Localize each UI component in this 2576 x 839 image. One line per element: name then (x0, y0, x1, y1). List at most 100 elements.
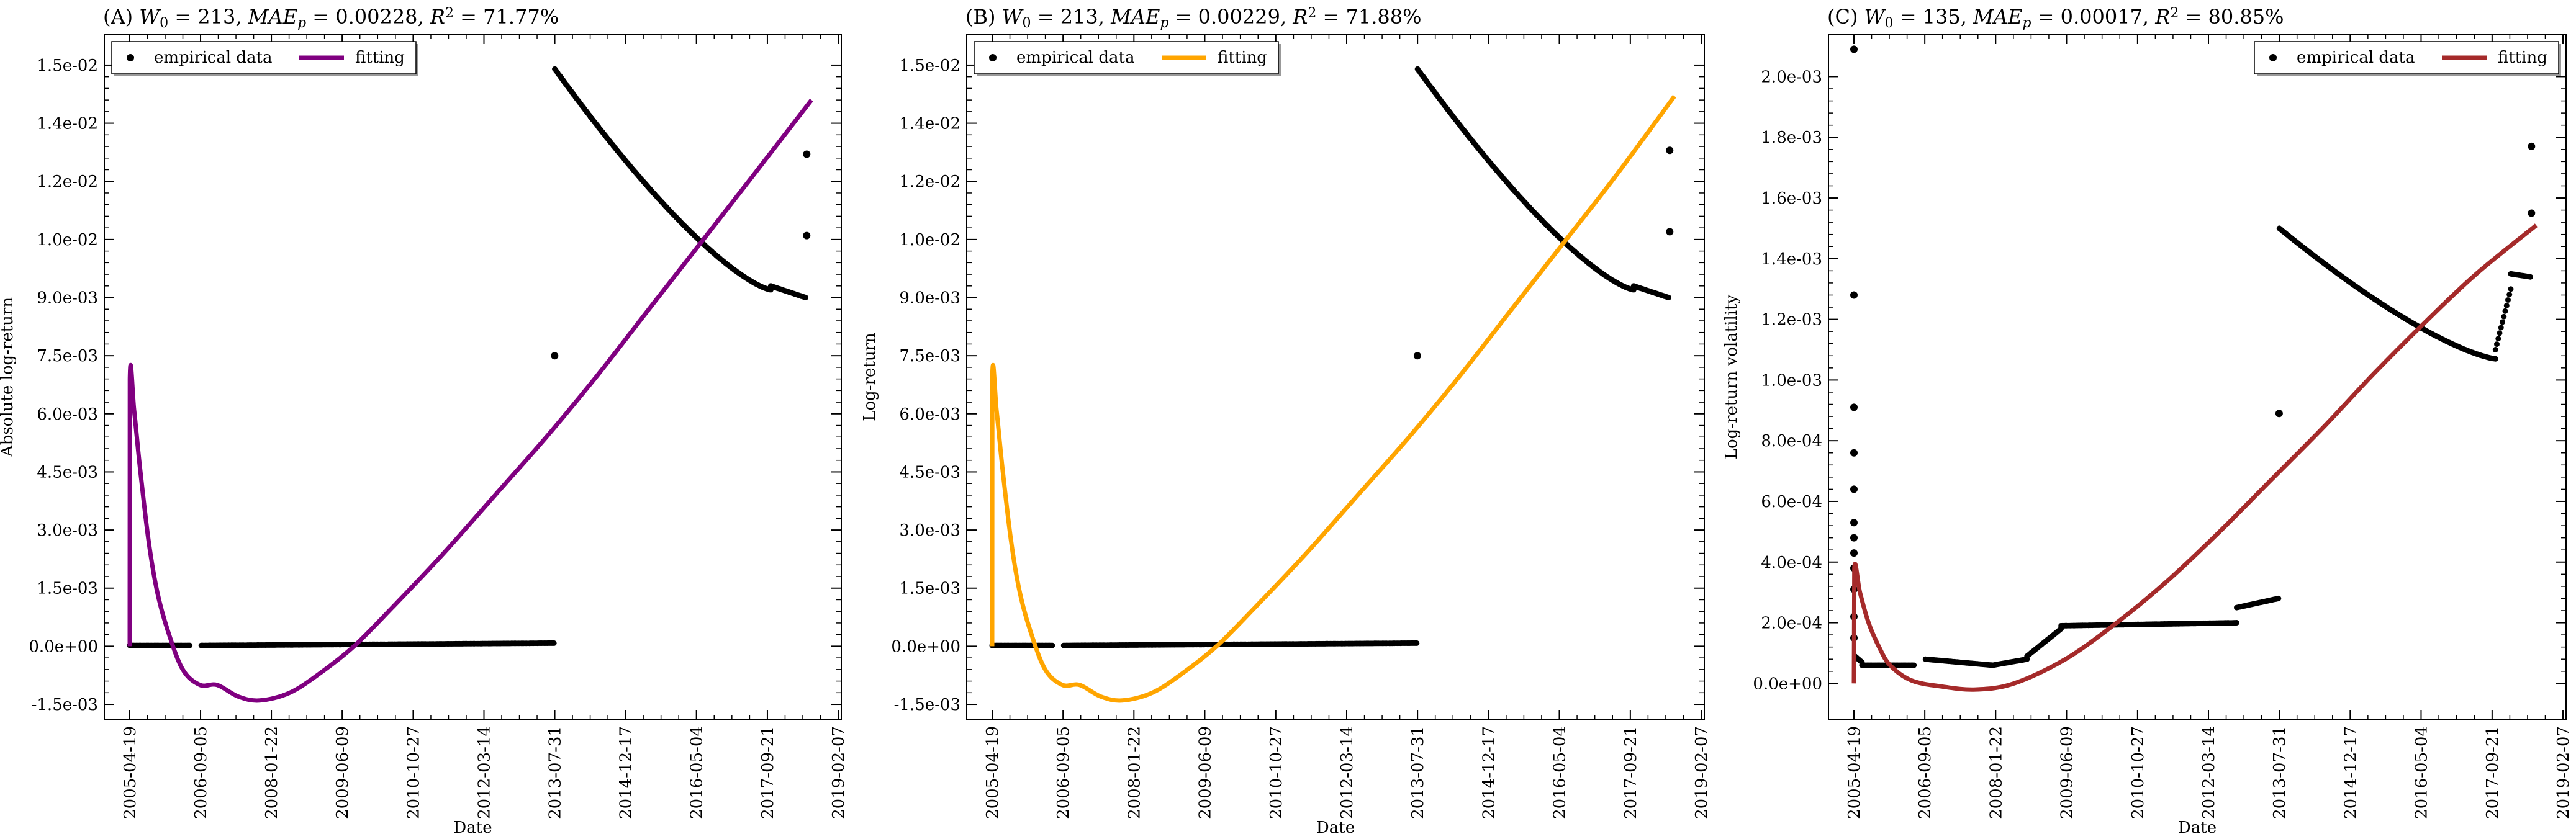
empirical-point (2492, 347, 2498, 352)
y-tick-label: 2.0e-03 (1761, 68, 1822, 86)
legend-label-fitting: fitting (1218, 48, 1267, 67)
y-tick-label: 8.0e-04 (1761, 432, 1822, 451)
x-axis-label: Date (2178, 819, 2217, 837)
y-tick-label: 2.0e-04 (1761, 614, 1822, 633)
empirical-point (2503, 302, 2510, 308)
y-tick-label: 4.5e-03 (37, 463, 98, 482)
empirical-point (2494, 341, 2500, 348)
legend-box (974, 41, 1279, 74)
x-tick-label: 2008-01-22 (1987, 726, 2005, 819)
empirical-series (127, 66, 811, 648)
x-tick-label: 2009-06-09 (333, 726, 352, 819)
y-tick-label: 1.6e-03 (1761, 189, 1822, 208)
y-tick-label: 1.4e-03 (1761, 250, 1822, 269)
x-tick-label: 2016-05-04 (688, 726, 707, 819)
x-tick-label: 2005-04-19 (121, 726, 140, 819)
empirical-point (187, 642, 193, 648)
y-tick-label: -1.5e-03 (32, 696, 98, 714)
empirical-point (803, 231, 811, 240)
legend-marker-empirical (989, 54, 997, 61)
empirical-point (551, 352, 559, 360)
x-tick-label: 2019-02-07 (2554, 726, 2573, 819)
x-tick-label: 2013-07-31 (546, 726, 565, 819)
x-tick-label: 2012-03-14 (2200, 726, 2218, 819)
y-tick-label: 1.0e-02 (37, 231, 98, 249)
empirical-point (1850, 291, 1858, 299)
y-tick-label: 1.0e-02 (899, 231, 960, 249)
x-axis-label: Date (1316, 819, 1355, 837)
empirical-point (2528, 142, 2536, 150)
y-tick-label: 1.5e-03 (37, 580, 98, 598)
empirical-point (1414, 640, 1420, 646)
empirical-series (1850, 45, 2536, 668)
x-tick-label: 2008-01-22 (263, 726, 281, 819)
x-tick-label: 2006-09-05 (192, 726, 210, 819)
y-tick-label: 1.4e-02 (37, 115, 98, 133)
y-tick-label: 6.0e-03 (899, 405, 960, 424)
legend-marker-empirical (127, 54, 134, 61)
y-tick-label: 1.4e-02 (899, 115, 960, 133)
empirical-point (1850, 403, 1858, 411)
empirical-point (1850, 519, 1858, 527)
legend-label-empirical: empirical data (154, 48, 272, 67)
x-tick-label: 2009-06-09 (1196, 726, 1214, 819)
chart-panel-0: (A) W0 = 213, MAEp = 0.00228, R2 = 71.77… (0, 5, 848, 837)
legend-label-fitting: fitting (2498, 48, 2547, 67)
x-tick-label: 2014-12-17 (617, 726, 636, 819)
empirical-point (551, 640, 557, 646)
empirical-point (2498, 325, 2504, 331)
empirical-point (1413, 352, 1421, 360)
empirical-point (2502, 308, 2508, 314)
x-tick-label: 2010-10-27 (404, 726, 423, 819)
empirical-point (2495, 336, 2501, 342)
chart-panel-1: (B) W0 = 213, MAEp = 0.00229, R2 = 71.88… (861, 5, 1711, 837)
fitting-curve (127, 98, 813, 703)
x-tick-label: 2012-03-14 (1338, 726, 1357, 819)
empirical-point (2528, 209, 2536, 217)
chart-title: (A) W0 = 213, MAEp = 0.00228, R2 = 71.77… (103, 5, 559, 31)
empirical-point (1666, 295, 1671, 300)
chart-title: (B) W0 = 213, MAEp = 0.00229, R2 = 71.88… (965, 5, 1422, 31)
legend-marker-empirical (2269, 54, 2277, 61)
y-tick-label: 1.2e-02 (37, 173, 98, 191)
y-tick-label: 6.0e-04 (1761, 493, 1822, 511)
x-tick-label: 2014-12-17 (2341, 726, 2360, 819)
empirical-point (803, 150, 811, 158)
x-tick-label: 2013-07-31 (1409, 726, 1427, 819)
empirical-point (2275, 595, 2282, 601)
plot-frame (966, 34, 1705, 720)
x-tick-label: 2010-10-27 (1267, 726, 1286, 819)
empirical-point (1850, 549, 1858, 557)
x-tick-label: 2017-09-21 (1622, 726, 1640, 819)
empirical-point (2506, 292, 2513, 298)
x-tick-label: 2014-12-17 (1480, 726, 1498, 819)
y-tick-label: 7.5e-03 (37, 347, 98, 366)
x-tick-label: 2017-09-21 (2483, 726, 2502, 819)
legend: empirical data fitting (2254, 41, 2561, 76)
y-tick-label: 1.5e-02 (37, 56, 98, 75)
y-axis-label: Log-return volatility (1722, 294, 1741, 459)
empirical-series (989, 66, 1674, 648)
y-tick-label: 1.8e-03 (1761, 128, 1822, 147)
empirical-point (2497, 330, 2503, 336)
y-axis-label: Absolute log-return (0, 297, 17, 457)
empirical-point (2500, 319, 2505, 325)
y-tick-label: 6.0e-03 (37, 405, 98, 424)
x-tick-label: 2006-09-05 (1916, 726, 1935, 819)
empirical-point (2492, 356, 2498, 362)
empirical-point (1850, 485, 1858, 493)
fitting-curve (1851, 223, 2538, 692)
y-tick-label: 0.0e+00 (1753, 675, 1822, 693)
x-tick-label: 2016-05-04 (1550, 726, 1569, 819)
x-tick-label: 2005-04-19 (1845, 726, 1864, 819)
y-tick-label: 0.0e+00 (29, 637, 98, 656)
legend: empirical data fitting (111, 41, 418, 76)
x-tick-label: 2012-03-14 (475, 726, 494, 819)
y-tick-label: 9.0e-03 (37, 289, 98, 308)
empirical-point (1850, 45, 1858, 53)
empirical-point (803, 295, 808, 300)
legend-label-fitting: fitting (355, 48, 405, 67)
empirical-point (1666, 228, 1674, 236)
x-tick-label: 2008-01-22 (1125, 726, 1144, 819)
